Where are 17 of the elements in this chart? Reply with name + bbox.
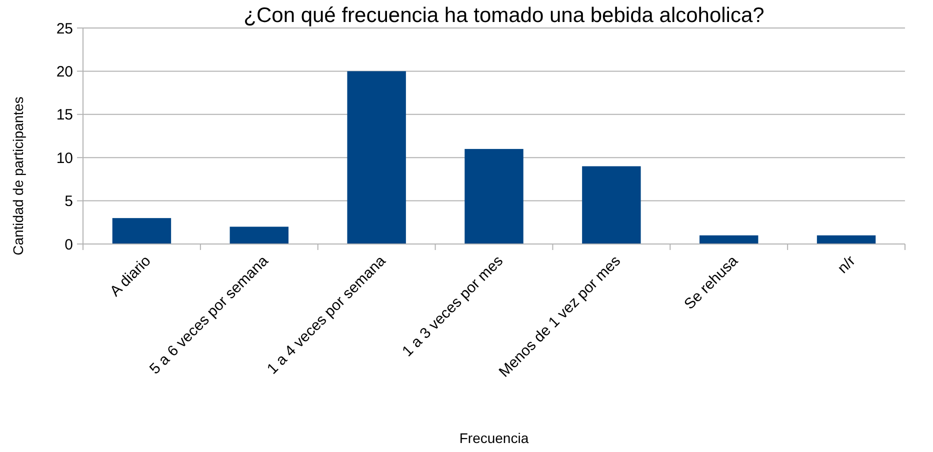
y-tick-label: 0 (64, 236, 73, 254)
x-tick-label: n/r (834, 252, 859, 277)
y-tick-label: 20 (56, 63, 73, 80)
bar (816, 235, 876, 244)
y-tick-label: 5 (64, 193, 73, 210)
bar (700, 235, 758, 244)
bar (230, 226, 288, 244)
y-tick-label: 15 (56, 106, 73, 124)
y-tick-label: 10 (56, 150, 73, 167)
bar (347, 71, 406, 244)
bar (112, 218, 172, 244)
chart-title: ¿Con qué frecuencia ha tomado una bebida alcoholica? (244, 4, 764, 27)
bar (582, 166, 641, 244)
y-axis-title: Cantidad de participantes (10, 96, 26, 256)
x-axis-title: Frecuencia (459, 430, 529, 446)
bar (464, 148, 524, 244)
y-tick-label: 25 (56, 20, 73, 38)
